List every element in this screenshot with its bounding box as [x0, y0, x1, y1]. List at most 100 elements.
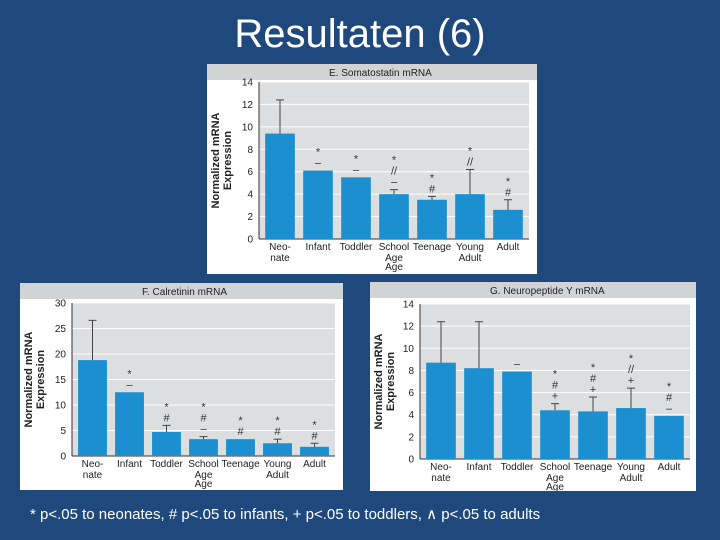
- x-axis-label: Age: [385, 262, 403, 273]
- y-tick-label: 4: [408, 410, 414, 421]
- significance-mark: #: [590, 373, 597, 385]
- y-tick-label: 12: [242, 100, 254, 111]
- y-tick-label: 0: [408, 455, 414, 466]
- somatostatin-chart-panel: E. Somatostatin mRNA 0 2 4 6 8 10 12 14 Normalize…: [207, 64, 537, 274]
- x-tick-label: Infant: [117, 459, 142, 470]
- y-axis-label-line2: Expression: [222, 131, 234, 191]
- significance-mark: #: [163, 412, 170, 424]
- bar: [417, 199, 447, 239]
- significance-mark: //: [628, 364, 635, 376]
- neuropeptide-y-chart: G. Neuropeptide Y mRNA 0 2 4 6 8 10 12 14 Normali…: [370, 282, 696, 491]
- chart-header-band: [207, 64, 537, 80]
- significance-mark: +: [628, 375, 634, 387]
- significance-mark: #: [429, 183, 436, 195]
- x-tick-label: Toddler: [150, 459, 183, 470]
- y-tick-label: 5: [60, 426, 66, 437]
- x-tick-label: Adult: [303, 459, 326, 470]
- bar: [464, 368, 494, 459]
- significance-footnote: * p<.05 to neonates, # p<.05 to infants,…: [30, 506, 541, 523]
- bar: [578, 411, 608, 459]
- bar: [263, 443, 292, 456]
- significance-mark: *: [629, 353, 634, 365]
- significance-mark: *: [354, 153, 359, 165]
- significance-mark: *: [430, 172, 435, 184]
- significance-mark: *: [591, 362, 596, 374]
- calretinin-chart: F. Calretinin mRNA 0 5 10 15 20 25 30 Normalized…: [20, 283, 343, 490]
- x-tick-label: School: [188, 459, 219, 470]
- y-tick-label: 8: [408, 366, 414, 377]
- y-tick-label: 30: [55, 299, 67, 310]
- x-tick-label: nate: [431, 473, 451, 484]
- bar: [152, 432, 181, 456]
- bar: [115, 392, 144, 456]
- significance-mark: #: [552, 380, 559, 392]
- chart-title: E. Somatostatin mRNA: [329, 68, 432, 79]
- significance-mark: #: [200, 413, 207, 425]
- x-tick-label: Age: [195, 470, 213, 481]
- x-tick-label: Neo-: [430, 462, 452, 473]
- bar: [654, 415, 684, 459]
- x-tick-label: Young: [617, 462, 645, 473]
- bar: [226, 439, 255, 456]
- significance-mark: *: [201, 402, 206, 414]
- x-tick-label: Adult: [658, 462, 681, 473]
- y-tick-label: 10: [403, 344, 415, 355]
- x-tick-label: Toddler: [340, 242, 373, 253]
- y-tick-label: 12: [403, 322, 415, 333]
- y-tick-label: 14: [403, 300, 415, 311]
- significance-mark: *: [553, 369, 558, 381]
- bar: [300, 446, 329, 456]
- x-tick-label: Adult: [497, 242, 520, 253]
- x-tick-label: Age: [546, 473, 564, 484]
- significance-mark: #: [666, 392, 673, 404]
- x-tick-label: Infant: [466, 462, 491, 473]
- significance-mark: –: [353, 164, 360, 176]
- bar: [265, 133, 295, 239]
- bar: [540, 410, 570, 459]
- x-axis-label: Age: [195, 479, 213, 490]
- x-tick-label: Teenage: [574, 462, 613, 473]
- significance-mark: *: [316, 147, 321, 159]
- x-tick-label: Age: [385, 253, 403, 264]
- significance-mark: *: [127, 368, 132, 380]
- significance-mark: *: [164, 401, 169, 413]
- significance-mark: #: [505, 187, 512, 199]
- significance-mark: *: [312, 419, 317, 431]
- y-tick-label: 25: [55, 324, 67, 335]
- significance-mark: //: [391, 166, 398, 178]
- y-tick-label: 8: [247, 145, 253, 156]
- y-axis-label: Normalized mRNA: [23, 331, 35, 427]
- y-axis-label: Normalized mRNA: [373, 333, 385, 429]
- bar: [189, 439, 218, 456]
- y-axis-label-line2: Expression: [35, 350, 47, 410]
- y-tick-label: 10: [55, 401, 67, 412]
- y-tick-label: 6: [408, 388, 414, 399]
- significance-mark: *: [506, 176, 511, 188]
- chart-title: F. Calretinin mRNA: [142, 287, 227, 298]
- y-tick-label: 6: [247, 167, 253, 178]
- chart-title: G. Neuropeptide Y mRNA: [490, 286, 605, 297]
- x-tick-label: Neo-: [269, 242, 291, 253]
- significance-mark: //: [467, 156, 474, 168]
- bar: [341, 177, 371, 239]
- bar: [303, 170, 333, 239]
- y-tick-label: 14: [242, 78, 254, 89]
- significance-mark: *: [468, 145, 473, 157]
- somatostatin-chart: E. Somatostatin mRNA 0 2 4 6 8 10 12 14 Normalize…: [207, 64, 537, 273]
- x-tick-label: Teenage: [221, 459, 260, 470]
- chart-header-band: [20, 283, 343, 299]
- y-tick-label: 0: [247, 235, 253, 246]
- significance-mark: *: [392, 155, 397, 167]
- significance-mark: –: [200, 424, 207, 436]
- x-tick-label: nate: [270, 253, 290, 264]
- bar: [78, 360, 107, 456]
- bar: [379, 194, 409, 239]
- slide-title: Resultaten (6): [234, 12, 486, 56]
- x-tick-label: nate: [83, 470, 103, 481]
- significance-mark: –: [126, 379, 133, 391]
- significance-mark: +: [552, 391, 558, 403]
- y-tick-label: 2: [247, 212, 253, 223]
- x-tick-label: Young: [264, 459, 292, 470]
- x-tick-label: Young: [456, 242, 484, 253]
- bar: [426, 362, 456, 459]
